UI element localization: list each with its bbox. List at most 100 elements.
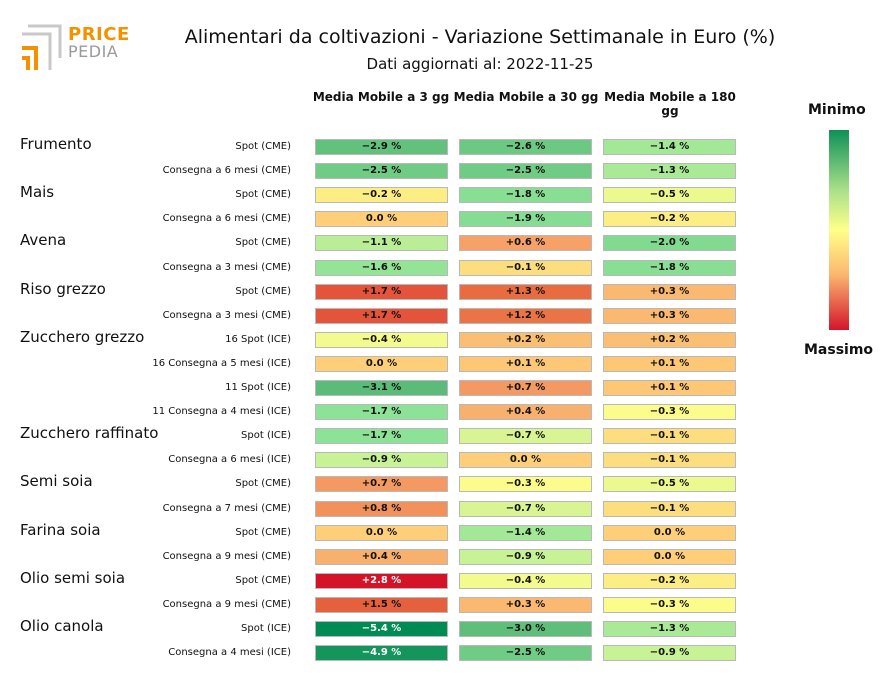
heatmap-cell: +0.6 %: [459, 235, 592, 252]
row-label: Consegna a 7 mesi (CME): [162, 502, 291, 514]
row-label: Consegna a 3 mesi (CME): [162, 309, 291, 321]
heatmap-cell: −2.9 %: [315, 139, 448, 155]
heatmap-cell: −0.5 %: [603, 187, 736, 204]
row-label: Consegna a 6 mesi (CME): [162, 213, 291, 225]
heatmap-cell: −1.6 %: [315, 259, 448, 276]
heatmap-cell: −0.2 %: [603, 211, 736, 228]
heatmap-cell: +0.3 %: [603, 307, 736, 324]
heatmap-cell: −0.1 %: [603, 428, 736, 445]
heatmap-cell: −3.1 %: [315, 380, 448, 396]
heatmap-cell: +0.4 %: [459, 404, 592, 421]
row-label: Spot (CME): [235, 189, 291, 201]
heatmap-cell: −2.6 %: [459, 139, 592, 155]
heatmap-cell: −0.4 %: [459, 572, 592, 589]
heatmap-cell: −1.8 %: [459, 187, 592, 204]
commodity-label: Olio semi soia: [20, 568, 126, 587]
heatmap-cell: −0.3 %: [603, 596, 736, 613]
heatmap-cell: +0.7 %: [459, 380, 592, 396]
heatmap-cell: +0.1 %: [459, 355, 592, 372]
heatmap-cell: +2.8 %: [315, 572, 448, 589]
commodity-label: Frumento: [20, 135, 92, 153]
heatmap-cell: −2.5 %: [459, 645, 592, 662]
row-label: Spot (CME): [235, 237, 291, 249]
heatmap-cell: 0.0 %: [315, 211, 448, 228]
commodity-label: Mais: [20, 183, 55, 202]
heatmap-cell: +1.7 %: [315, 283, 448, 300]
heatmap-cell: +0.1 %: [603, 380, 736, 396]
commodity-label: Riso grezzo: [20, 279, 106, 298]
heatmap-cell: −1.4 %: [603, 139, 736, 155]
legend-color-scale: [829, 130, 849, 330]
heatmap-cell: −0.7 %: [459, 428, 592, 445]
heatmap-cell: −0.2 %: [603, 572, 736, 589]
heatmap-cell: 0.0 %: [315, 524, 448, 541]
heatmap-cell: −1.9 %: [459, 211, 592, 228]
heatmap-cell: −2.0 %: [603, 235, 736, 252]
heatmap-cell: +0.2 %: [603, 331, 736, 348]
pricepedia-logo: PRICE PEDIA: [20, 24, 130, 74]
chart-subtitle: Dati aggiornati al: 2022-11-25: [366, 55, 594, 73]
heatmap-cell: +0.3 %: [459, 596, 592, 613]
heatmap-cell: −1.4 %: [459, 524, 592, 541]
heatmap-cell: −0.9 %: [315, 452, 448, 469]
heatmap-cell: −0.1 %: [603, 500, 736, 517]
commodity-label: Zucchero raffinato: [20, 424, 159, 443]
heatmap-cell: −2.5 %: [315, 163, 448, 180]
logo-mark-icon: [22, 24, 62, 70]
heatmap-cell: +0.2 %: [459, 331, 592, 348]
heatmap-cell: −0.7 %: [459, 500, 592, 517]
heatmap-cell: −0.2 %: [315, 187, 448, 204]
row-label: Spot (CME): [235, 526, 291, 538]
heatmap-cell: −3.0 %: [459, 621, 592, 637]
row-label: Consegna a 3 mesi (CME): [162, 261, 291, 273]
heatmap-cell: −1.7 %: [315, 404, 448, 421]
commodity-label: Farina soia: [20, 520, 101, 539]
commodity-label: Semi soia: [20, 472, 93, 491]
column-header-mm30: Media Mobile a 30 gg: [453, 90, 599, 104]
heatmap-cell: −0.3 %: [603, 404, 736, 421]
row-label: Spot (ICE): [241, 623, 291, 634]
heatmap-cell: +0.3 %: [603, 283, 736, 300]
heatmap-cell: −2.5 %: [459, 163, 592, 180]
heatmap-cell: 0.0 %: [459, 452, 592, 469]
heatmap-cell: +0.8 %: [315, 500, 448, 517]
heatmap-cell: +1.5 %: [315, 596, 448, 613]
heatmap-cell: −1.3 %: [603, 163, 736, 180]
row-label: Spot (CME): [235, 285, 291, 297]
commodity-label: Olio canola: [20, 617, 104, 635]
row-label: Spot (CME): [235, 141, 291, 152]
heatmap-cell: +0.4 %: [315, 548, 448, 565]
heatmap-cell: −0.3 %: [459, 476, 592, 493]
row-label: Spot (ICE): [241, 430, 291, 442]
row-label: Consegna a 6 mesi (ICE): [168, 454, 291, 466]
column-header-mm3: Media Mobile a 3 gg: [312, 90, 450, 104]
chart-title: Alimentari da coltivazioni - Variazione …: [184, 26, 776, 48]
heatmap-cell: 0.0 %: [603, 548, 736, 565]
row-label: Consegna a 4 mesi (ICE): [168, 647, 291, 659]
logo-text-price: PRICE: [68, 24, 130, 45]
heatmap-cell: +1.2 %: [459, 307, 592, 324]
row-label: Spot (CME): [235, 574, 291, 586]
heatmap-cell: −0.1 %: [603, 452, 736, 469]
heatmap-cell: −0.9 %: [603, 645, 736, 662]
logo-text-pedia: PEDIA: [68, 42, 119, 61]
heatmap-cell: +0.7 %: [315, 476, 448, 493]
legend-min-label: Minimo: [808, 102, 866, 118]
heatmap-cell: −0.5 %: [603, 476, 736, 493]
row-label: 16 Consegna a 5 mesi (ICE): [152, 357, 291, 369]
heatmap-cell: +1.3 %: [459, 283, 592, 300]
heatmap-cell: −1.3 %: [603, 621, 736, 637]
row-label: Spot (CME): [235, 478, 291, 490]
row-label: Consegna a 9 mesi (CME): [162, 598, 291, 610]
row-label: Consegna a 9 mesi (CME): [162, 550, 291, 562]
heatmap-cell: −0.4 %: [315, 331, 448, 348]
heatmap-cell: −0.9 %: [459, 548, 592, 565]
row-label: Consegna a 6 mesi (CME): [162, 165, 291, 177]
row-label: 11 Spot (ICE): [225, 382, 291, 393]
heatmap-cell: +0.1 %: [603, 355, 736, 372]
row-label: 11 Consegna a 4 mesi (ICE): [152, 406, 291, 418]
heatmap-cell: −1.1 %: [315, 235, 448, 252]
row-label: 16 Spot (ICE): [225, 333, 291, 345]
heatmap-cell: −0.1 %: [459, 259, 592, 276]
heatmap-cell: −1.7 %: [315, 428, 448, 445]
